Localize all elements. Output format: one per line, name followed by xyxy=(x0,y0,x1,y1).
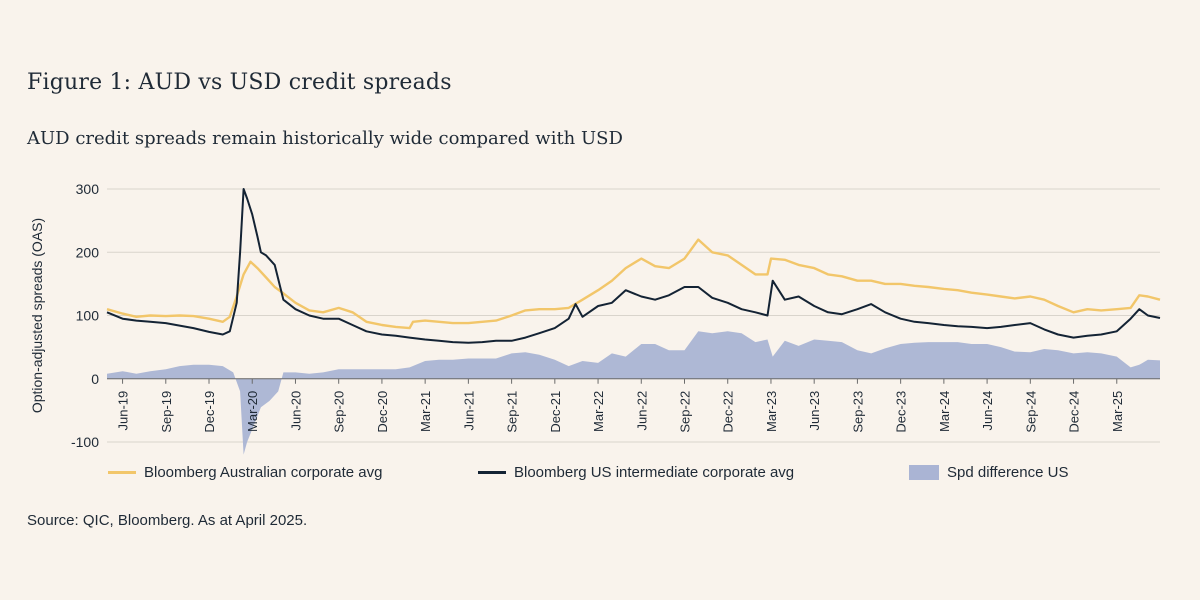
x-tick-label-dec-22: Dec-22 xyxy=(721,391,736,433)
legend-label-diff: Spd difference US xyxy=(947,464,1069,481)
figure-title: Figure 1: AUD vs USD credit spreads xyxy=(27,70,452,95)
x-tick-label-dec-24: Dec-24 xyxy=(1067,391,1082,433)
x-tick-label-sep-23: Sep-23 xyxy=(850,391,865,433)
x-tick-label-mar-23: Mar-23 xyxy=(764,391,779,432)
legend-swatch-aud xyxy=(108,471,136,474)
x-tick-label-mar-20: Mar-20 xyxy=(245,391,260,432)
x-tick-label-sep-24: Sep-24 xyxy=(1023,391,1038,433)
y-tick-label-100: 100 xyxy=(76,308,100,324)
x-tick-label-mar-22: Mar-22 xyxy=(591,391,606,432)
x-tick-label-sep-22: Sep-22 xyxy=(678,391,693,433)
x-tick-label-sep-20: Sep-20 xyxy=(332,391,347,433)
chart-legend: Bloomberg Australian corporate avg Bloom… xyxy=(0,464,1200,486)
x-tick-label-dec-20: Dec-20 xyxy=(375,391,390,433)
x-tick-label-dec-19: Dec-19 xyxy=(202,391,217,433)
series-line-us-intermediate-corporate xyxy=(106,188,1161,344)
y-tick-label-200: 200 xyxy=(76,244,100,260)
x-tick-label-mar-24: Mar-24 xyxy=(937,391,952,432)
legend-item-us: Bloomberg US intermediate corporate avg xyxy=(478,464,794,481)
x-tick-label-jun-19: Jun-19 xyxy=(116,391,131,431)
legend-swatch-us xyxy=(478,471,506,474)
x-tick-label-mar-25: Mar-25 xyxy=(1110,391,1125,432)
legend-label-us: Bloomberg US intermediate corporate avg xyxy=(514,464,795,481)
x-tick-label-jun-23: Jun-23 xyxy=(807,391,822,431)
legend-swatch-diff xyxy=(909,465,939,480)
credit-spreads-chart: -100 0 100 200 300 Option-adjusted spreads (O… xyxy=(29,181,1161,455)
x-tick-label-jun-20: Jun-20 xyxy=(288,391,303,431)
x-tick-label-dec-23: Dec-23 xyxy=(894,391,909,433)
x-tick-label-mar-21: Mar-21 xyxy=(418,391,433,432)
x-tick-label-jun-22: Jun-22 xyxy=(634,391,649,431)
series-area-spd-difference-us xyxy=(107,331,1160,455)
x-tick-label-dec-21: Dec-21 xyxy=(548,391,563,433)
legend-label-aud: Bloomberg Australian corporate avg xyxy=(144,464,383,481)
source-note: Source: QIC, Bloomberg. As at April 2025… xyxy=(27,512,308,529)
y-tick-label-0: 0 xyxy=(91,371,99,387)
legend-item-aud: Bloomberg Australian corporate avg xyxy=(108,464,382,481)
legend-item-diff: Spd difference US xyxy=(909,464,1068,481)
x-tick-label-jun-21: Jun-21 xyxy=(461,391,476,431)
series-line-aud-corporate xyxy=(106,238,1161,330)
x-tick-label-jun-24: Jun-24 xyxy=(980,391,995,431)
y-axis-title: Option-adjusted spreads (OAS) xyxy=(29,218,45,413)
figure-subtitle: AUD credit spreads remain historically w… xyxy=(27,128,623,149)
y-tick-label--100: -100 xyxy=(71,434,99,450)
x-tick-label-sep-21: Sep-21 xyxy=(505,391,520,433)
y-tick-label-300: 300 xyxy=(76,181,100,197)
x-tick-label-sep-19: Sep-19 xyxy=(159,391,174,433)
